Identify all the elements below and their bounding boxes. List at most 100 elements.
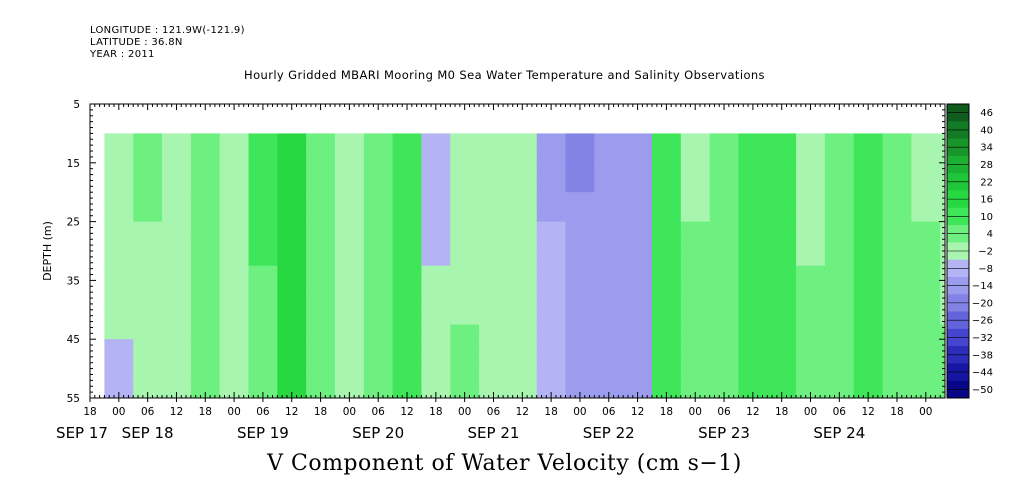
heatmap-cell: [479, 221, 509, 237]
heatmap-cell: [738, 324, 768, 340]
heatmap-cell: [450, 177, 480, 193]
x-hour-tick-label: 00: [919, 406, 932, 418]
heatmap-cell: [334, 339, 365, 355]
heatmap-cell: [104, 309, 134, 325]
heatmap-cell: [277, 206, 307, 223]
heatmap-cell: [306, 236, 336, 252]
heatmap-cell: [651, 383, 682, 399]
heatmap-cell: [507, 251, 538, 267]
heatmap-cell: [940, 133, 946, 149]
heatmap-cell: [911, 206, 941, 223]
heatmap-cell: [796, 162, 826, 178]
heatmap-cell: [594, 280, 624, 296]
heatmap-cell: [536, 309, 567, 325]
heatmap-cell: [479, 265, 509, 281]
x-hour-tick-label: 18: [660, 406, 673, 418]
heatmap-cell: [421, 309, 451, 325]
heatmap-cell: [104, 339, 134, 355]
heatmap-cell: [219, 177, 250, 193]
heatmap-cell: [824, 133, 855, 149]
x-hour-tick-label: 12: [746, 406, 759, 418]
heatmap-cell: [796, 309, 826, 325]
heatmap-cell: [334, 383, 365, 399]
heatmap-cell: [421, 206, 451, 223]
colorbar-label: 46: [980, 108, 993, 119]
heatmap-cell: [104, 221, 134, 237]
x-date-label: SEP 22: [583, 424, 635, 442]
heatmap-cell: [248, 324, 278, 340]
heatmap-cell: [219, 309, 250, 325]
heatmap-cell: [450, 265, 480, 281]
heatmap-cell: [824, 192, 855, 208]
heatmap-cell: [882, 324, 912, 340]
heatmap-cell: [421, 368, 451, 384]
y-tick-label: 15: [67, 158, 80, 170]
x-hour-tick-label: 06: [602, 406, 616, 418]
heatmap-cell: [450, 221, 480, 237]
heatmap-cell: [565, 295, 595, 311]
heatmap-cell: [623, 309, 653, 325]
heatmap-cell: [882, 133, 912, 149]
heatmap-cell: [162, 162, 192, 178]
heatmap-cell: [940, 309, 946, 325]
y-axis-label: DEPTH (m): [41, 221, 54, 281]
heatmap-cell: [651, 309, 682, 325]
heatmap-cell: [767, 251, 797, 267]
heatmap-cell: [940, 206, 946, 223]
heatmap-cell: [767, 192, 797, 208]
heatmap-cell: [738, 339, 768, 355]
heatmap-cell: [190, 162, 221, 178]
heatmap-cell: [507, 324, 538, 340]
heatmap-cell: [911, 280, 941, 296]
heatmap-cell: [479, 162, 509, 178]
heatmap-cell: [133, 192, 163, 208]
heatmap-cell: [334, 353, 365, 370]
heatmap-cell: [738, 162, 768, 178]
heatmap-cell: [363, 192, 394, 208]
heatmap-cell: [133, 265, 163, 281]
heatmap-cell: [104, 177, 134, 193]
heatmap-cell: [219, 383, 250, 399]
heatmap-cell: [248, 133, 278, 149]
heatmap-cell: [796, 353, 826, 370]
heatmap-cell: [709, 265, 739, 281]
heatmap-cell: [162, 236, 192, 252]
heatmap-cell: [363, 309, 394, 325]
heatmap-cell: [767, 324, 797, 340]
heatmap-cell: [651, 324, 682, 340]
x-hour-tick-label: 12: [170, 406, 183, 418]
heatmap-cell: [536, 162, 567, 178]
heatmap-cell: [133, 324, 163, 340]
heatmap-cell: [594, 309, 624, 325]
heatmap-cell: [882, 383, 912, 399]
heatmap-cell: [796, 295, 826, 311]
heatmap-cell: [767, 221, 797, 237]
heatmap-cell: [651, 177, 682, 193]
heatmap-cell: [594, 236, 624, 252]
heatmap-cell: [940, 339, 946, 355]
x-hour-tick-label: 18: [775, 406, 788, 418]
heatmap-cell: [796, 251, 826, 267]
heatmap-cell: [363, 206, 394, 223]
heatmap-cell: [162, 324, 192, 340]
heatmap-cell: [450, 162, 480, 178]
heatmap-cell: [796, 265, 826, 281]
heatmap-cell: [479, 383, 509, 399]
heatmap-cell: [594, 353, 624, 370]
heatmap-cell: [594, 221, 624, 237]
heatmap-cell: [911, 251, 941, 267]
heatmap-cell: [767, 295, 797, 311]
heatmap-cell: [767, 133, 797, 149]
heatmap-cell: [306, 192, 336, 208]
heatmap-cell: [651, 251, 682, 267]
heatmap-cell: [594, 383, 624, 399]
heatmap-cell: [277, 353, 307, 370]
heatmap-cell: [709, 324, 739, 340]
heatmap-cell: [651, 368, 682, 384]
x-hour-tick-label: 18: [544, 406, 557, 418]
heatmap-cell: [882, 295, 912, 311]
heatmap-cell: [219, 221, 250, 237]
heatmap-cell: [219, 339, 250, 355]
heatmap-cell: [104, 148, 134, 164]
